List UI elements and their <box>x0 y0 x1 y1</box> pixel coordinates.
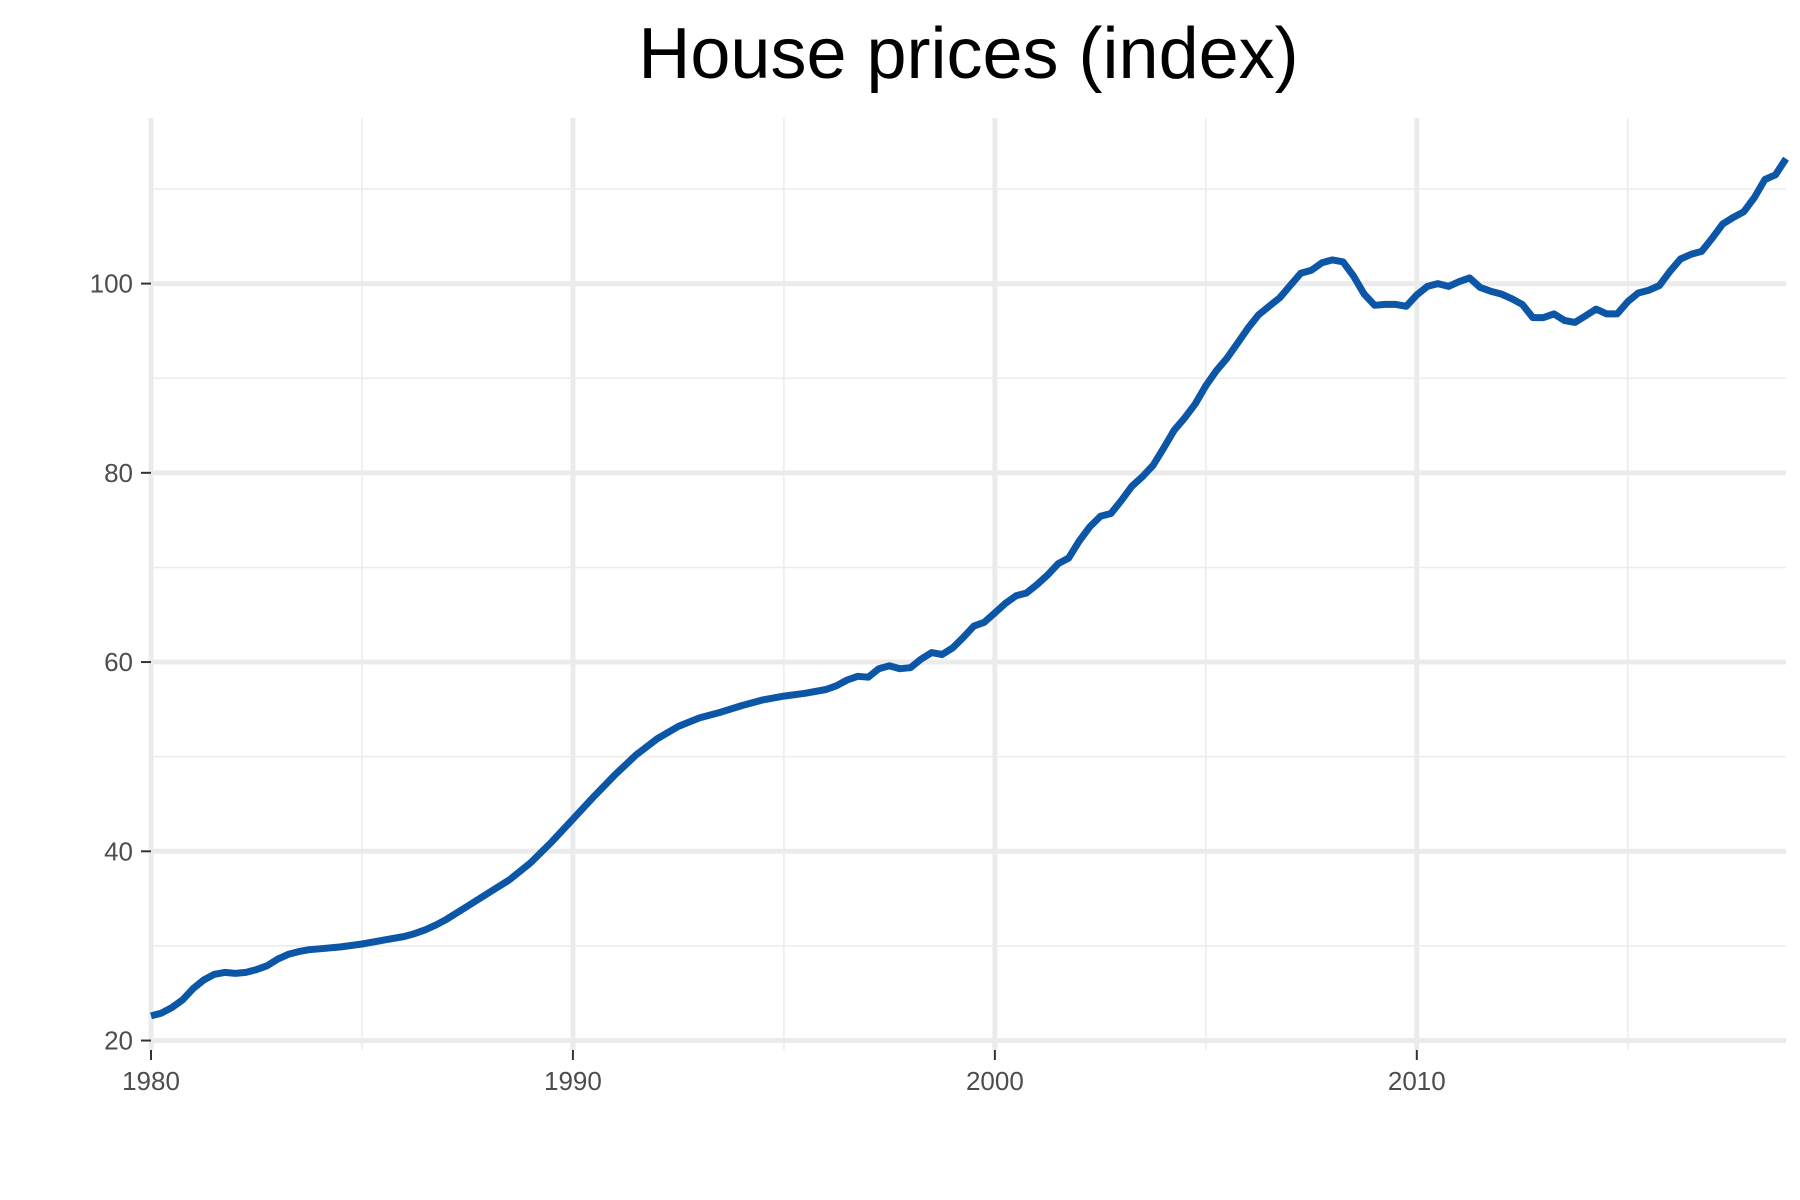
y-tick-label: 40 <box>104 836 133 866</box>
y-tick-label: 60 <box>104 647 133 677</box>
y-tick-label: 20 <box>104 1026 133 1056</box>
series-layer <box>150 156 1789 1020</box>
y-tick-label: 100 <box>90 269 133 299</box>
x-tick-label: 2010 <box>1388 1066 1446 1096</box>
x-tick-label: 2000 <box>966 1066 1024 1096</box>
chart-title: House prices (index) <box>638 14 1299 94</box>
x-tick-label: 1990 <box>544 1066 602 1096</box>
major-gridlines <box>148 118 1786 1050</box>
axes: 20 40 60 80 100 1980 1990 2000 2010 <box>90 269 1446 1096</box>
y-tick-label: 80 <box>104 458 133 488</box>
house-price-line <box>150 156 1789 1020</box>
x-tick-label: 1980 <box>122 1066 180 1096</box>
minor-gridlines <box>151 118 1786 1050</box>
